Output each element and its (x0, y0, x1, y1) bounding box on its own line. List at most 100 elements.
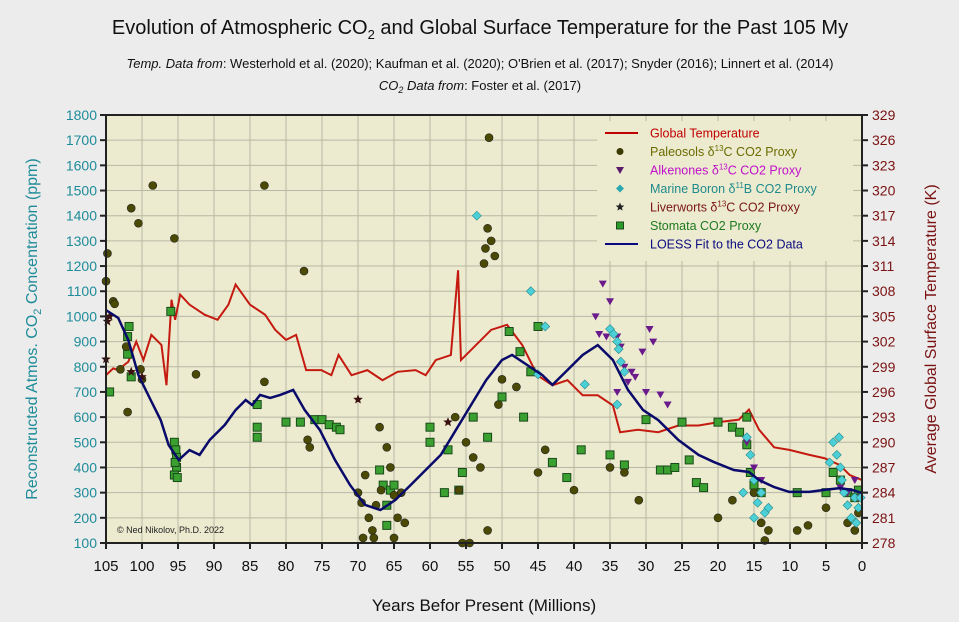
paleosols-point (103, 249, 112, 258)
x-tick-label: 10 (782, 558, 799, 575)
paleosols-point (483, 223, 492, 233)
y2-axis-label: Average Global Surface Temperature (K) (923, 184, 940, 473)
paleosols-point (728, 495, 737, 505)
boron-point (831, 449, 842, 460)
stomata-point (699, 483, 709, 493)
paleosols-point (364, 513, 374, 523)
stomata-point (562, 473, 572, 483)
alkenones-point (602, 333, 611, 341)
paleosols-point (569, 485, 579, 495)
y-tick-label: 400 (74, 459, 98, 475)
y-tick-label: 500 (74, 434, 98, 450)
y-tick-label: 300 (74, 485, 98, 501)
paleosols-point (713, 513, 723, 523)
boron-point (824, 457, 835, 468)
paleosols-point (386, 463, 395, 472)
y2-tick-label: 299 (872, 359, 896, 375)
y2-tick-label: 281 (872, 510, 896, 526)
y-tick-label: 200 (74, 510, 98, 526)
stomata-point (519, 412, 529, 422)
stomata-point (389, 480, 399, 490)
alkenones-point (595, 331, 604, 339)
boron-point (756, 487, 767, 498)
paleosols-point (764, 526, 773, 535)
stomata-point (457, 468, 467, 478)
stomata-point (295, 417, 305, 427)
paleosols-point (454, 485, 464, 495)
boron-point (612, 399, 623, 410)
legend-item-liverworts: Liverworts δ13C CO2 Proxy (615, 200, 801, 215)
legend-item-boron: Marine Boron δ11B CO2 Proxy (616, 181, 817, 196)
stomata-point (742, 412, 752, 422)
legend-label: Marine Boron δ11B CO2 Proxy (650, 181, 817, 196)
alkenones-point (606, 298, 614, 306)
paleosols-point (540, 445, 550, 455)
y-tick-label: 1800 (66, 107, 97, 123)
alkenones-point (613, 388, 622, 396)
subtitle-co2-sources: CO2 Data from: Foster et al. (2017) (379, 78, 581, 95)
alkenones-point (598, 280, 607, 288)
boron-point (741, 432, 752, 443)
liverworts-point (353, 394, 363, 404)
alkenones-point (642, 388, 650, 396)
stomata-point (252, 422, 262, 432)
paleosols-point (382, 443, 392, 452)
stomata-point (382, 520, 392, 530)
boron-point (835, 462, 846, 473)
boron-point (619, 366, 630, 377)
stomata-point (170, 457, 180, 467)
legend-circle-icon (616, 148, 624, 155)
boron-point (834, 432, 844, 443)
alkenones-point (750, 464, 758, 472)
legend: Global Temperature Paleosols δ13C CO2 Pro… (597, 121, 853, 261)
stomata-point (677, 417, 687, 427)
y2-tick-label: 302 (872, 334, 896, 350)
paleosols-point (116, 364, 125, 374)
paleosols-point (605, 463, 615, 472)
stomata-point (713, 417, 723, 427)
paleosols-point (756, 518, 766, 528)
paleosols-point (490, 251, 500, 261)
chart-title: Evolution of Atmospheric CO2 and Global … (112, 17, 848, 42)
stomata-point (335, 425, 345, 435)
liverworts-point (443, 417, 453, 427)
x-tick-label: 90 (206, 558, 223, 575)
x-tick-label: 45 (530, 558, 547, 575)
alkenones-point (645, 326, 654, 333)
alkenones-point (656, 391, 665, 399)
paleosols-point (497, 375, 507, 384)
x-tick-label: 0 (858, 558, 866, 575)
boron-point (763, 502, 774, 513)
loess-line (105, 309, 863, 512)
stomata-point (691, 478, 701, 488)
y-tick-label: 100 (74, 535, 98, 551)
alkenones-point (631, 373, 640, 381)
paleosols-point (484, 133, 494, 142)
y2-tick-label: 326 (872, 132, 896, 148)
paleosols-point (400, 518, 410, 528)
legend-item-stomata: Stomata CO2 Proxy (616, 219, 762, 233)
stomata-point (670, 462, 680, 472)
legend-label: Global Temperature (650, 127, 760, 141)
legend-star-icon (615, 202, 625, 211)
x-tick-label: 85 (242, 558, 259, 575)
legend-label: LOESS Fit to the CO2 Data (650, 238, 803, 252)
stomata-point (124, 321, 134, 331)
alkenones-point (624, 378, 632, 386)
stomata-point (547, 457, 557, 467)
x-tick-label: 15 (746, 558, 763, 575)
stomata-point (828, 468, 838, 478)
stomata-point (497, 392, 507, 402)
y2-tick-label: 308 (872, 283, 896, 299)
paleosols-point (260, 377, 269, 387)
y-tick-label: 1500 (66, 183, 97, 199)
boron-point (738, 487, 749, 498)
x-tick-label: 35 (602, 558, 619, 575)
stomata-point (317, 415, 327, 425)
x-tick-label: 105 (93, 558, 118, 575)
boron-point (608, 329, 619, 339)
legend-label: Paleosols δ13C CO2 Proxy (650, 144, 798, 159)
boron-point (613, 344, 624, 355)
paleosols-point (389, 533, 399, 543)
x-tick-label: 65 (386, 558, 403, 575)
